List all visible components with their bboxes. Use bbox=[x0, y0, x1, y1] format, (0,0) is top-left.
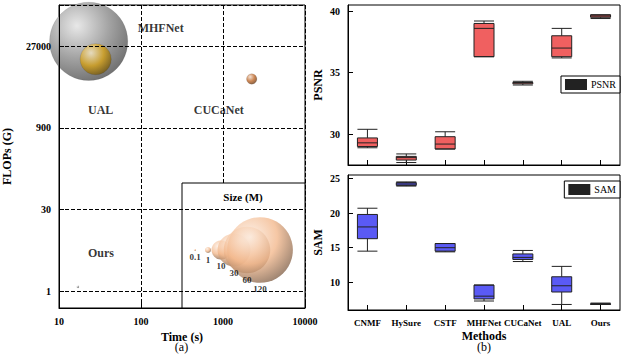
svg-text:30: 30 bbox=[330, 129, 340, 140]
svg-text:0.1: 0.1 bbox=[189, 252, 201, 262]
svg-text:UAL: UAL bbox=[552, 318, 571, 328]
svg-text:35: 35 bbox=[330, 67, 340, 78]
svg-text:1: 1 bbox=[206, 255, 211, 265]
svg-text:SAM: SAM bbox=[311, 229, 325, 256]
svg-text:15: 15 bbox=[330, 242, 340, 253]
svg-text:(a): (a) bbox=[175, 340, 188, 354]
svg-text:10: 10 bbox=[54, 316, 64, 327]
svg-text:Methods: Methods bbox=[461, 329, 507, 343]
svg-text:10: 10 bbox=[217, 261, 227, 271]
svg-text:PSNR: PSNR bbox=[311, 69, 325, 101]
svg-text:120: 120 bbox=[253, 284, 267, 294]
svg-text:Size (M): Size (M) bbox=[223, 191, 263, 204]
svg-text:MHFNet: MHFNet bbox=[138, 21, 184, 35]
svg-text:Ours: Ours bbox=[88, 246, 114, 260]
svg-text:UAL: UAL bbox=[88, 103, 113, 117]
svg-text:CNMF: CNMF bbox=[354, 318, 381, 328]
svg-text:10: 10 bbox=[330, 277, 340, 288]
svg-text:SAM: SAM bbox=[594, 184, 616, 195]
svg-text:30: 30 bbox=[230, 268, 240, 278]
svg-text:30: 30 bbox=[41, 204, 51, 215]
svg-text:900: 900 bbox=[36, 122, 51, 133]
svg-text:(b): (b) bbox=[477, 340, 491, 354]
svg-text:Time (s): Time (s) bbox=[160, 329, 204, 344]
svg-text:CUCaNet: CUCaNet bbox=[504, 318, 542, 328]
svg-text:60: 60 bbox=[243, 275, 253, 285]
svg-text:25: 25 bbox=[330, 173, 340, 184]
svg-text:FLOPs (G): FLOPs (G) bbox=[0, 128, 14, 185]
svg-text:27000: 27000 bbox=[26, 41, 51, 52]
svg-text:1000: 1000 bbox=[213, 316, 233, 327]
svg-text:20: 20 bbox=[330, 208, 340, 219]
svg-text:MHFNet: MHFNet bbox=[467, 318, 501, 328]
svg-text:10000: 10000 bbox=[293, 316, 318, 327]
svg-text:1: 1 bbox=[46, 286, 51, 297]
svg-text:CUCaNet: CUCaNet bbox=[194, 103, 244, 117]
svg-text:Ours: Ours bbox=[591, 318, 611, 328]
svg-text:HySure: HySure bbox=[392, 318, 421, 328]
svg-text:40: 40 bbox=[330, 6, 340, 17]
svg-text:PSNR: PSNR bbox=[591, 79, 616, 90]
svg-text:CSTF: CSTF bbox=[434, 318, 458, 328]
svg-text:100: 100 bbox=[134, 316, 149, 327]
